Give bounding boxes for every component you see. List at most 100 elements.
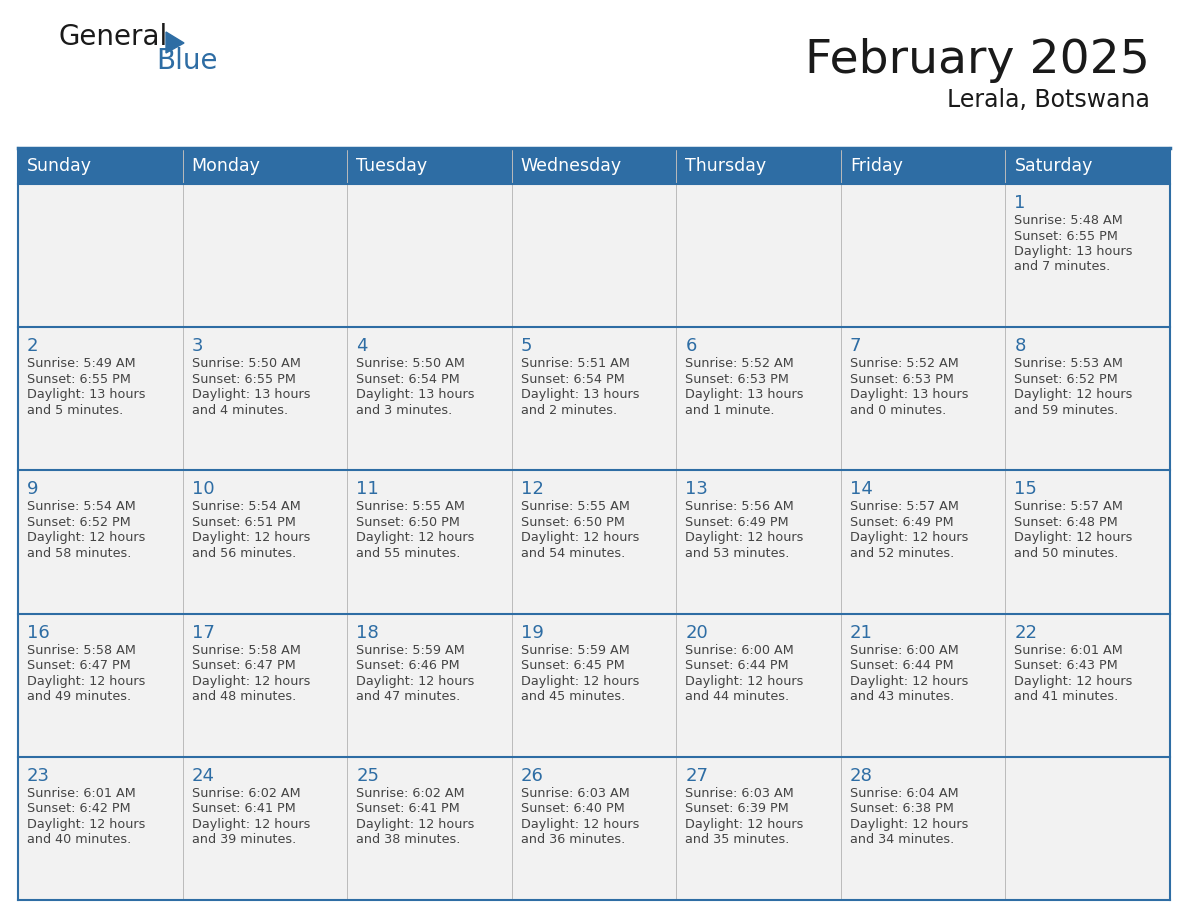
Text: Daylight: 13 hours: Daylight: 13 hours xyxy=(849,388,968,401)
Text: Sunset: 6:54 PM: Sunset: 6:54 PM xyxy=(356,373,460,386)
Text: Sunset: 6:44 PM: Sunset: 6:44 PM xyxy=(685,659,789,672)
Text: Sunrise: 5:58 AM: Sunrise: 5:58 AM xyxy=(27,644,135,656)
Bar xyxy=(512,148,676,184)
Text: Sunrise: 5:55 AM: Sunrise: 5:55 AM xyxy=(356,500,465,513)
Text: Sunset: 6:50 PM: Sunset: 6:50 PM xyxy=(520,516,625,529)
Text: 7: 7 xyxy=(849,337,861,355)
Text: 25: 25 xyxy=(356,767,379,785)
Text: Sunrise: 5:54 AM: Sunrise: 5:54 AM xyxy=(27,500,135,513)
Text: Saturday: Saturday xyxy=(1015,157,1093,175)
Text: 16: 16 xyxy=(27,623,50,642)
Text: Daylight: 12 hours: Daylight: 12 hours xyxy=(1015,532,1133,544)
Text: and 7 minutes.: and 7 minutes. xyxy=(1015,261,1111,274)
Text: Daylight: 13 hours: Daylight: 13 hours xyxy=(520,388,639,401)
Text: Daylight: 12 hours: Daylight: 12 hours xyxy=(520,532,639,544)
Text: Lerala, Botswana: Lerala, Botswana xyxy=(947,88,1150,112)
Bar xyxy=(1005,148,1170,184)
Text: 18: 18 xyxy=(356,623,379,642)
Bar xyxy=(18,148,183,184)
Text: Sunset: 6:42 PM: Sunset: 6:42 PM xyxy=(27,802,131,815)
Text: Daylight: 12 hours: Daylight: 12 hours xyxy=(191,675,310,688)
Text: 17: 17 xyxy=(191,623,215,642)
Bar xyxy=(347,148,512,184)
Text: Daylight: 13 hours: Daylight: 13 hours xyxy=(191,388,310,401)
Bar xyxy=(841,148,1005,184)
Text: Sunset: 6:48 PM: Sunset: 6:48 PM xyxy=(1015,516,1118,529)
Text: Sunrise: 6:03 AM: Sunrise: 6:03 AM xyxy=(520,787,630,800)
Text: Daylight: 12 hours: Daylight: 12 hours xyxy=(685,675,803,688)
Text: Sunset: 6:50 PM: Sunset: 6:50 PM xyxy=(356,516,460,529)
Text: Daylight: 12 hours: Daylight: 12 hours xyxy=(356,675,474,688)
Text: Sunday: Sunday xyxy=(27,157,91,175)
Text: 23: 23 xyxy=(27,767,50,785)
Text: Sunrise: 5:51 AM: Sunrise: 5:51 AM xyxy=(520,357,630,370)
Text: 20: 20 xyxy=(685,623,708,642)
Text: Sunrise: 5:49 AM: Sunrise: 5:49 AM xyxy=(27,357,135,370)
Text: Sunrise: 5:55 AM: Sunrise: 5:55 AM xyxy=(520,500,630,513)
Text: and 58 minutes.: and 58 minutes. xyxy=(27,547,132,560)
Text: Sunset: 6:41 PM: Sunset: 6:41 PM xyxy=(191,802,296,815)
Text: 28: 28 xyxy=(849,767,873,785)
Text: and 40 minutes.: and 40 minutes. xyxy=(27,834,131,846)
Text: 14: 14 xyxy=(849,480,873,498)
Text: Daylight: 12 hours: Daylight: 12 hours xyxy=(520,818,639,831)
Text: and 36 minutes.: and 36 minutes. xyxy=(520,834,625,846)
Text: Daylight: 12 hours: Daylight: 12 hours xyxy=(685,818,803,831)
Text: 8: 8 xyxy=(1015,337,1025,355)
Text: Daylight: 12 hours: Daylight: 12 hours xyxy=(191,532,310,544)
Text: and 35 minutes.: and 35 minutes. xyxy=(685,834,790,846)
Text: Sunset: 6:47 PM: Sunset: 6:47 PM xyxy=(27,659,131,672)
Text: 13: 13 xyxy=(685,480,708,498)
Text: Friday: Friday xyxy=(849,157,903,175)
Text: General: General xyxy=(58,23,168,51)
Bar xyxy=(18,470,1170,613)
Text: Daylight: 12 hours: Daylight: 12 hours xyxy=(520,675,639,688)
Text: Sunrise: 5:52 AM: Sunrise: 5:52 AM xyxy=(685,357,794,370)
Text: Daylight: 12 hours: Daylight: 12 hours xyxy=(356,818,474,831)
Text: 9: 9 xyxy=(27,480,38,498)
Text: and 59 minutes.: and 59 minutes. xyxy=(1015,404,1119,417)
Text: Daylight: 13 hours: Daylight: 13 hours xyxy=(356,388,475,401)
Text: Sunset: 6:45 PM: Sunset: 6:45 PM xyxy=(520,659,625,672)
Text: and 49 minutes.: and 49 minutes. xyxy=(27,690,131,703)
Text: and 3 minutes.: and 3 minutes. xyxy=(356,404,453,417)
Text: Sunrise: 6:00 AM: Sunrise: 6:00 AM xyxy=(685,644,794,656)
Text: Sunrise: 6:00 AM: Sunrise: 6:00 AM xyxy=(849,644,959,656)
Text: 19: 19 xyxy=(520,623,544,642)
Text: February 2025: February 2025 xyxy=(805,38,1150,83)
Text: and 39 minutes.: and 39 minutes. xyxy=(191,834,296,846)
Text: Daylight: 12 hours: Daylight: 12 hours xyxy=(191,818,310,831)
Text: Daylight: 12 hours: Daylight: 12 hours xyxy=(1015,388,1133,401)
Text: 5: 5 xyxy=(520,337,532,355)
Text: Daylight: 12 hours: Daylight: 12 hours xyxy=(849,675,968,688)
Text: Sunset: 6:49 PM: Sunset: 6:49 PM xyxy=(685,516,789,529)
Text: and 0 minutes.: and 0 minutes. xyxy=(849,404,946,417)
Text: Sunset: 6:52 PM: Sunset: 6:52 PM xyxy=(1015,373,1118,386)
Text: and 41 minutes.: and 41 minutes. xyxy=(1015,690,1119,703)
Bar xyxy=(183,148,347,184)
Text: 26: 26 xyxy=(520,767,544,785)
Text: Sunset: 6:46 PM: Sunset: 6:46 PM xyxy=(356,659,460,672)
Text: Sunset: 6:55 PM: Sunset: 6:55 PM xyxy=(27,373,131,386)
Text: and 4 minutes.: and 4 minutes. xyxy=(191,404,287,417)
Text: 27: 27 xyxy=(685,767,708,785)
Text: and 54 minutes.: and 54 minutes. xyxy=(520,547,625,560)
Text: 4: 4 xyxy=(356,337,367,355)
Text: 10: 10 xyxy=(191,480,214,498)
Text: Daylight: 13 hours: Daylight: 13 hours xyxy=(685,388,804,401)
Text: and 55 minutes.: and 55 minutes. xyxy=(356,547,461,560)
Text: Sunrise: 5:57 AM: Sunrise: 5:57 AM xyxy=(849,500,959,513)
Text: and 45 minutes.: and 45 minutes. xyxy=(520,690,625,703)
Text: 24: 24 xyxy=(191,767,215,785)
Text: Sunrise: 5:50 AM: Sunrise: 5:50 AM xyxy=(356,357,465,370)
Text: Sunrise: 5:50 AM: Sunrise: 5:50 AM xyxy=(191,357,301,370)
Text: Daylight: 12 hours: Daylight: 12 hours xyxy=(356,532,474,544)
Text: Sunset: 6:52 PM: Sunset: 6:52 PM xyxy=(27,516,131,529)
Text: Daylight: 12 hours: Daylight: 12 hours xyxy=(27,675,145,688)
Text: Sunset: 6:53 PM: Sunset: 6:53 PM xyxy=(685,373,789,386)
Bar xyxy=(18,613,1170,756)
Text: Sunset: 6:55 PM: Sunset: 6:55 PM xyxy=(1015,230,1118,242)
Text: 15: 15 xyxy=(1015,480,1037,498)
Text: Daylight: 12 hours: Daylight: 12 hours xyxy=(27,532,145,544)
Text: and 52 minutes.: and 52 minutes. xyxy=(849,547,954,560)
